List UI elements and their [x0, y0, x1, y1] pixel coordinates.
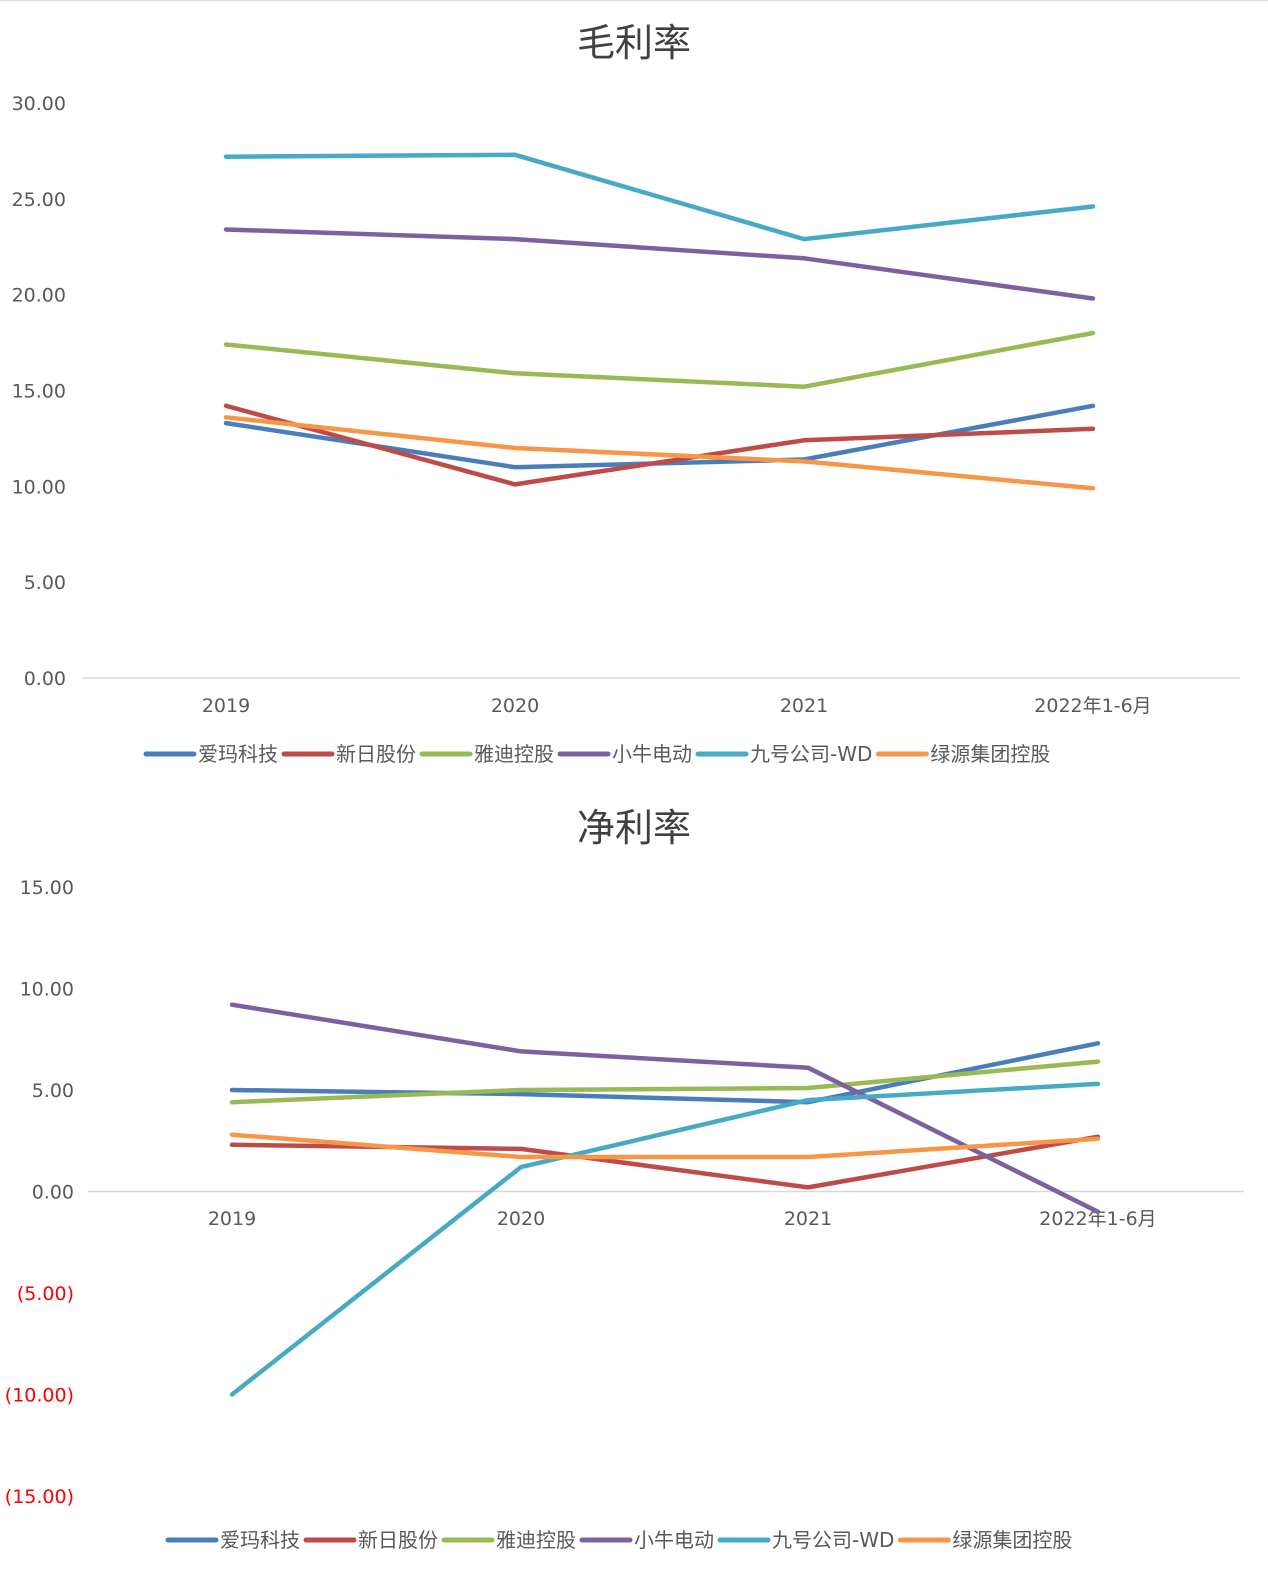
net-category-label: 2019	[208, 1208, 256, 1230]
net-ytick-label: 15.00	[20, 877, 74, 899]
net-category-label: 2021	[784, 1208, 832, 1230]
net-ytick-label: (15.00)	[5, 1486, 74, 1508]
net-legend-label: 绿源集团控股	[952, 1528, 1072, 1552]
gross-ytick-label: 30.00	[12, 93, 66, 115]
gross-ytick-label: 5.00	[24, 572, 66, 594]
net-legend-label: 爱玛科技	[220, 1528, 300, 1552]
gross-legend-label: 新日股份	[336, 742, 416, 766]
net-ytick-label: (5.00)	[17, 1283, 74, 1305]
gross-chart-title: 毛利率	[577, 21, 691, 65]
gross-series-line	[223, 415, 1096, 491]
gross-ytick-label: 15.00	[12, 381, 66, 403]
gross-series-line	[223, 403, 1096, 487]
gross-margin-chart: 毛利率 0.00 5.00 10.00 15.00 20.00 25.00 30.00 2019…	[0, 0, 1268, 785]
gross-ytick-label: 20.00	[12, 285, 66, 307]
net-series-line	[229, 1002, 1101, 1215]
gross-category-label: 2022年1-6月	[1034, 695, 1151, 717]
net-legend-label: 小牛电动	[634, 1528, 714, 1552]
gross-ytick-label: 10.00	[12, 476, 66, 498]
gross-legend-label: 九号公司-WD	[750, 742, 872, 766]
gross-series-line	[223, 330, 1096, 389]
net-series-line	[229, 1059, 1101, 1105]
net-ytick-label: 0.00	[32, 1182, 74, 1204]
gross-ytick-label: 0.00	[24, 668, 66, 690]
gross-category-label: 2021	[780, 695, 828, 717]
net-series-line	[229, 1081, 1101, 1397]
net-chart-title: 净利率	[577, 806, 691, 850]
gross-legend-label: 小牛电动	[612, 742, 692, 766]
gross-series-line	[223, 227, 1096, 301]
net-legend-label: 新日股份	[358, 1528, 438, 1552]
gross-legend-label: 雅迪控股	[474, 742, 554, 766]
net-category-label: 2020	[497, 1208, 545, 1230]
net-legend-label: 九号公司-WD	[772, 1528, 894, 1552]
top-border	[0, 0, 1268, 1]
net-ytick-label: 10.00	[20, 979, 74, 1001]
gross-series-line	[223, 403, 1096, 470]
gross-category-label: 2019	[202, 695, 250, 717]
gross-legend-label: 爱玛科技	[198, 742, 278, 766]
gross-margin-chart-svg: 毛利率 0.00 5.00 10.00 15.00 20.00 25.00 30.00 2019…	[12, 21, 1240, 766]
gross-legend: 爱玛科技 新日股份 雅迪控股 小牛电动 九号公司-WD 绿源集团控股	[143, 742, 1050, 766]
gross-category-label: 2020	[491, 695, 539, 717]
gross-legend-label: 绿源集团控股	[930, 742, 1050, 766]
gross-series-line	[223, 152, 1096, 242]
net-margin-chart: 净利率 (15.00) (10.00) (5.00) 0.00 5.00 10.00 15.0…	[0, 785, 1268, 1573]
net-ytick-label: (10.00)	[5, 1385, 74, 1407]
net-legend-label: 雅迪控股	[496, 1528, 576, 1552]
net-margin-chart-svg: 净利率 (15.00) (10.00) (5.00) 0.00 5.00 10.00 15.0…	[5, 806, 1244, 1552]
net-legend: 爱玛科技 新日股份 雅迪控股 小牛电动 九号公司-WD 绿源集团控股	[165, 1528, 1072, 1552]
net-category-label: 2022年1-6月	[1039, 1208, 1156, 1230]
gross-ytick-label: 25.00	[12, 189, 66, 211]
net-ytick-label: 5.00	[32, 1080, 74, 1102]
net-series-line	[229, 1132, 1101, 1160]
